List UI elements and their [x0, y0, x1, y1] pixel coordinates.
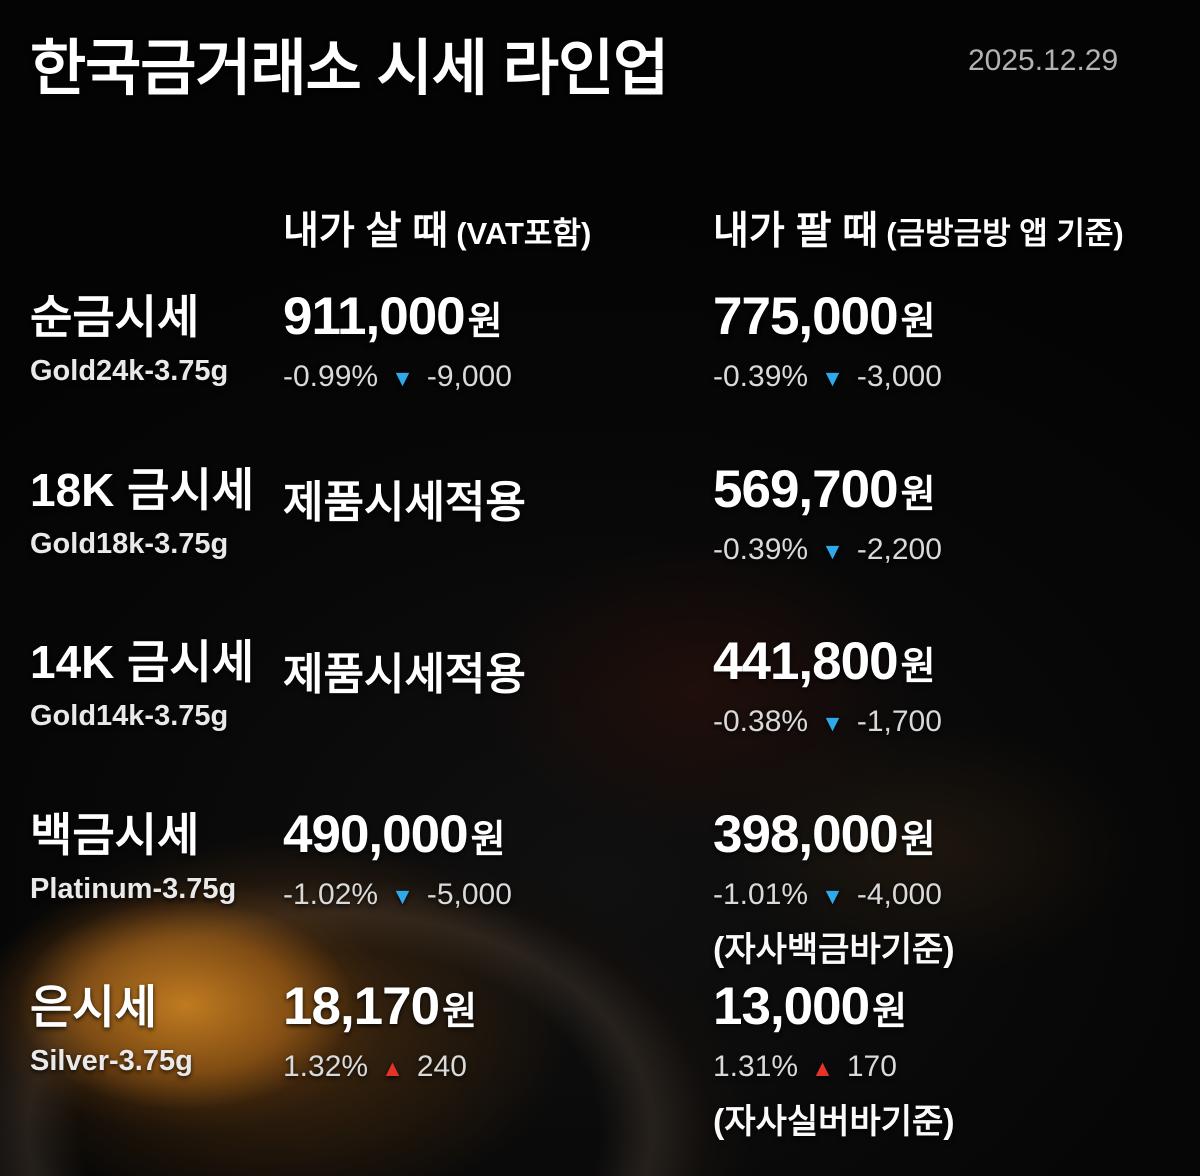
row-label-gold24k: 순금시세 Gold24k-3.75g [30, 293, 228, 388]
change-percent: -0.38% [713, 705, 809, 738]
up-triangle-icon: ▲ [811, 1054, 834, 1081]
buy-change-line: 1.32% ▲ 240 [283, 1048, 477, 1086]
down-triangle-icon: ▼ [821, 537, 844, 564]
sell-header-main: 내가 팔 때 [713, 210, 879, 253]
gold14k-buy-cell: 제품시세적용 [283, 638, 526, 702]
item-spec: Gold24k-3.75g [30, 355, 229, 388]
gold18k-sell-cell: 569,700원 -0.39% ▼ -2,200 [713, 461, 942, 569]
change-amount: -3,000 [856, 360, 942, 393]
buy-column-header: 내가 살 때 (VAT포함) [283, 200, 591, 256]
price-value: 775,000 [713, 287, 899, 346]
currency-unit: 원 [442, 991, 478, 1033]
down-triangle-icon: ▼ [821, 882, 844, 909]
change-percent: -0.39% [713, 533, 809, 566]
sell-price-line: 775,000원 [713, 288, 942, 346]
buy-header-main: 내가 살 때 [283, 210, 449, 253]
date-label: 2025.12.29 [968, 44, 1119, 77]
basis-note: (자사실버바기준) [713, 1103, 955, 1141]
sell-change-line: -0.39% ▼ -2,200 [713, 531, 942, 569]
currency-unit: 원 [900, 819, 936, 861]
price-value: 398,000 [713, 805, 899, 864]
change-percent: 1.32% [283, 1050, 369, 1083]
item-name: 백금시세 [30, 809, 200, 861]
buy-price-line: 18,170원 [283, 978, 477, 1036]
price-value: 13,000 [713, 977, 870, 1036]
change-amount: -2,200 [856, 533, 942, 566]
gold18k-buy-cell: 제품시세적용 [283, 466, 526, 530]
silver-sell-cell: 13,000원 1.31% ▲ 170 (자사실버바기준) [713, 978, 955, 1143]
sell-price-line: 569,700원 [713, 461, 942, 519]
item-name: 18K 금시세 [30, 464, 255, 516]
change-amount: -9,000 [426, 360, 512, 393]
currency-unit: 원 [900, 301, 936, 343]
platinum-buy-cell: 490,000원 -1.02% ▼ -5,000 [283, 806, 512, 914]
item-spec: Platinum-3.75g [30, 873, 237, 906]
sell-change-line: -0.38% ▼ -1,700 [713, 703, 942, 741]
change-percent: -1.01% [713, 878, 809, 911]
down-triangle-icon: ▼ [821, 709, 844, 736]
currency-unit: 원 [470, 819, 506, 861]
change-amount: 240 [416, 1050, 467, 1083]
gold24k-buy-cell: 911,000원 -0.99% ▼ -9,000 [283, 288, 512, 396]
sell-header-sub: (금방금방 앱 기준) [886, 216, 1124, 251]
price-value: 441,800 [713, 632, 899, 691]
buy-header-sub: (VAT포함) [456, 216, 592, 251]
sell-change-line: -1.01% ▼ -4,000 [713, 876, 955, 914]
buy-change-line: -1.02% ▼ -5,000 [283, 876, 512, 914]
row-label-silver: 은시세 Silver-3.75g [30, 983, 193, 1078]
currency-unit: 원 [900, 474, 936, 516]
item-name: 14K 금시세 [30, 636, 255, 688]
price-value: 490,000 [283, 805, 469, 864]
basis-note: (자사백금바기준) [713, 931, 955, 969]
silver-buy-cell: 18,170원 1.32% ▲ 240 [283, 978, 477, 1086]
gold24k-sell-cell: 775,000원 -0.39% ▼ -3,000 [713, 288, 942, 396]
change-amount: -1,700 [856, 705, 942, 738]
currency-unit: 원 [872, 991, 908, 1033]
down-triangle-icon: ▼ [821, 364, 844, 391]
change-amount: 170 [846, 1050, 897, 1083]
price-value: 911,000 [283, 287, 466, 346]
sell-change-line: -0.39% ▼ -3,000 [713, 358, 942, 396]
price-value: 18,170 [283, 977, 440, 1036]
currency-unit: 원 [467, 301, 503, 343]
buy-price-line: 490,000원 [283, 806, 512, 864]
up-triangle-icon: ▲ [381, 1054, 404, 1081]
item-spec: Silver-3.75g [30, 1045, 193, 1078]
item-name: 은시세 [30, 981, 157, 1033]
item-spec: Gold14k-3.75g [30, 700, 229, 733]
gold14k-sell-cell: 441,800원 -0.38% ▼ -1,700 [713, 633, 942, 741]
change-amount: -4,000 [856, 878, 942, 911]
sell-column-header: 내가 팔 때 (금방금방 앱 기준) [713, 200, 1124, 256]
row-label-gold18k: 18K 금시세 Gold18k-3.75g [30, 466, 254, 561]
product-price-applied-text: 제품시세적용 [283, 650, 526, 699]
down-triangle-icon: ▼ [391, 364, 414, 391]
platinum-sell-cell: 398,000원 -1.01% ▼ -4,000 (자사백금바기준) [713, 806, 955, 971]
row-label-platinum: 백금시세 Platinum-3.75g [30, 811, 236, 906]
sell-price-line: 441,800원 [713, 633, 942, 691]
sell-price-line: 13,000원 [713, 978, 955, 1036]
page-title: 한국금거래소 시세 라인업 [30, 34, 669, 102]
sell-change-line: 1.31% ▲ 170 [713, 1048, 955, 1086]
item-name: 순금시세 [30, 291, 200, 343]
change-percent: 1.31% [713, 1050, 799, 1083]
row-label-gold14k: 14K 금시세 Gold14k-3.75g [30, 638, 254, 733]
down-triangle-icon: ▼ [391, 882, 414, 909]
buy-price-line: 911,000원 [283, 288, 512, 346]
item-spec: Gold18k-3.75g [30, 528, 229, 561]
change-percent: -0.99% [283, 360, 379, 393]
change-amount: -5,000 [426, 878, 512, 911]
sell-price-line: 398,000원 [713, 806, 955, 864]
change-percent: -1.02% [283, 878, 379, 911]
currency-unit: 원 [900, 646, 936, 688]
price-value: 569,700 [713, 460, 899, 519]
change-percent: -0.39% [713, 360, 809, 393]
product-price-applied-text: 제품시세적용 [283, 478, 526, 527]
buy-change-line: -0.99% ▼ -9,000 [283, 358, 512, 396]
